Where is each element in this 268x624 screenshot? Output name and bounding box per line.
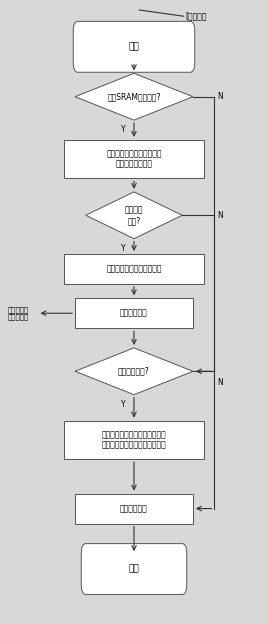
Bar: [75, 494, 193, 524]
Text: N: N: [217, 211, 223, 220]
Text: 计算校验码而获得校验结果: 计算校验码而获得校验结果: [106, 265, 162, 273]
Text: 是否启动
校验?: 是否启动 校验?: [125, 205, 143, 225]
Text: 地面判断校
验是否正确: 地面判断校 验是否正确: [8, 306, 29, 320]
Text: N: N: [217, 378, 223, 386]
Text: 允许SRAM在轨编程?: 允许SRAM在轨编程?: [107, 92, 161, 101]
Text: Y: Y: [121, 125, 126, 134]
Bar: [64, 140, 204, 178]
FancyBboxPatch shape: [81, 544, 187, 595]
FancyBboxPatch shape: [73, 21, 195, 72]
Polygon shape: [75, 74, 193, 120]
Text: Y: Y: [121, 243, 126, 253]
Text: 回传校验结果: 回传校验结果: [120, 309, 148, 318]
Text: 地面连续地址上注在轨编程
文件至在轨编程区: 地面连续地址上注在轨编程 文件至在轨编程区: [106, 149, 162, 169]
Text: N: N: [217, 92, 223, 101]
Bar: [64, 421, 204, 459]
Text: 结束: 结束: [129, 565, 139, 573]
Text: 根据对应关系将被替换模块跳转
至在轨编程区相应的新代码内容: 根据对应关系将被替换模块跳转 至在轨编程区相应的新代码内容: [102, 430, 166, 450]
Bar: [75, 298, 193, 328]
Text: [在轨流程: [在轨流程: [185, 12, 206, 21]
Text: 程序重新启动: 程序重新启动: [120, 504, 148, 513]
Text: 执行在轨编程?: 执行在轨编程?: [118, 367, 150, 376]
Text: Y: Y: [121, 399, 126, 409]
Polygon shape: [75, 348, 193, 394]
Text: 开始: 开始: [129, 42, 139, 51]
Polygon shape: [86, 192, 182, 238]
Bar: [64, 254, 204, 284]
